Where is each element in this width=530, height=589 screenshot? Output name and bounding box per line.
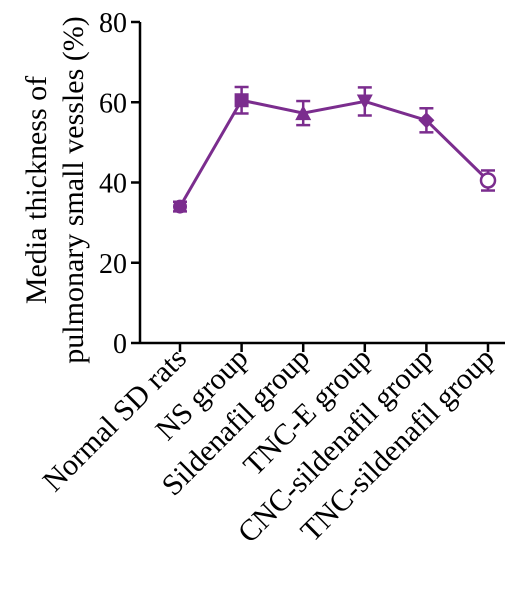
y-tick-label: 40: [99, 169, 127, 200]
y-tick-label: 0: [113, 329, 127, 360]
data-point: [295, 105, 312, 121]
y-tick-label: 80: [99, 8, 127, 39]
data-point: [356, 94, 373, 110]
data-point: [479, 172, 497, 189]
data-point: [418, 112, 435, 129]
y-ticks: 0 20 40 60 80: [99, 8, 140, 360]
series-line: [178, 98, 490, 208]
y-axis-title-line-2: pulmonary small vessles (%): [57, 16, 90, 363]
data-point: [173, 199, 187, 214]
y-tick-label: 20: [99, 249, 127, 280]
y-axis-title-line-1: Media thickness of: [20, 76, 53, 304]
data-series: [173, 85, 497, 214]
y-tick-label: 60: [99, 88, 127, 119]
y-axis-title: Media thickness of pulmonary small vessl…: [20, 16, 90, 363]
data-point: [234, 93, 249, 108]
